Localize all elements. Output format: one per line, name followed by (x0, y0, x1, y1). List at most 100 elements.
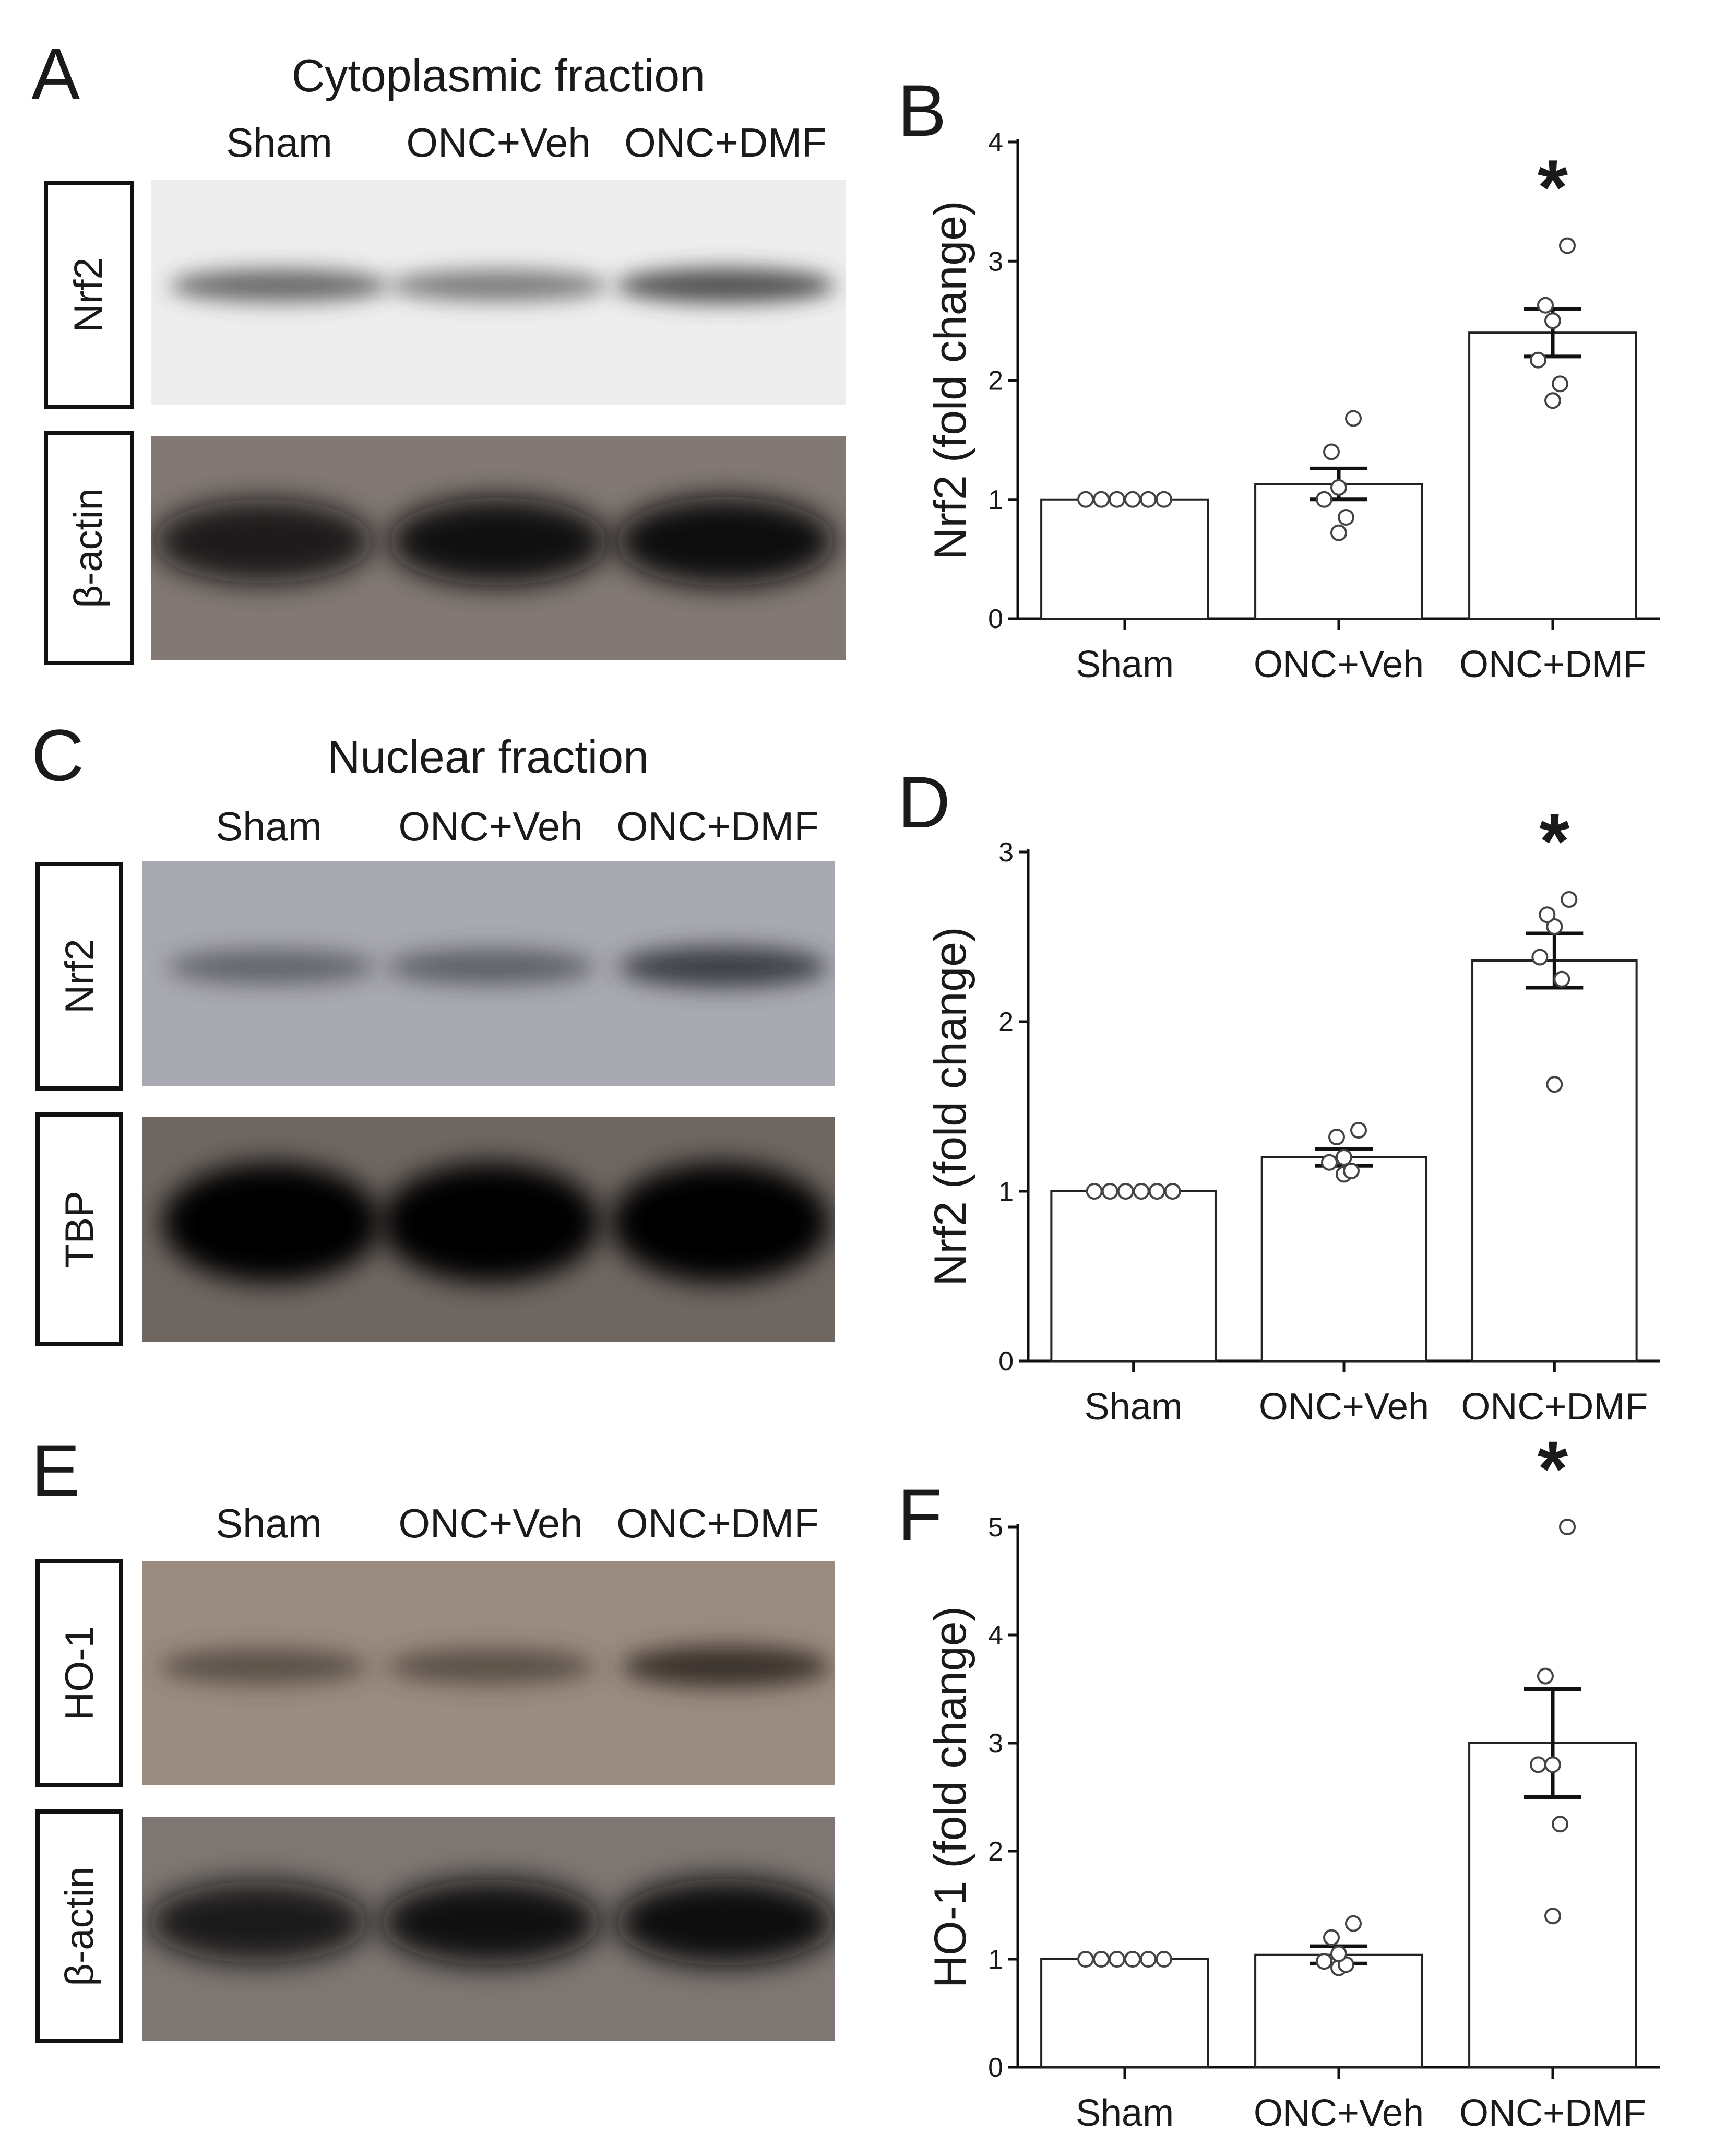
lane-label-e-2: ONC+DMF (616, 1500, 819, 1546)
data-point (1552, 375, 1568, 393)
data-point (1077, 1951, 1094, 1968)
blot-label-box-e-1 (35, 1809, 123, 2043)
panel-e: E Sham ONC+Veh ONC+DMF HO-1 β-actin (31, 1429, 835, 2043)
data-point (1133, 1183, 1150, 1200)
x-tick-label: ONC+Veh (1254, 2092, 1424, 2134)
data-point (1559, 1519, 1576, 1535)
y-tick-label: 0 (988, 604, 1003, 634)
blot-label-box-a-1 (44, 431, 134, 665)
x-tick-label: ONC+DMF (1461, 1386, 1648, 1428)
panel-letter-b: B (898, 69, 946, 151)
y-tick-label: 5 (988, 1512, 1003, 1543)
y-tick-label: 0 (988, 2053, 1003, 2083)
blot-band-2 (618, 946, 827, 988)
chart-f: 0 1 2 3 4 5 HO-1 (fold change) Sham ONC+Veh ONC+D… (925, 1425, 1660, 2134)
panel-letter-a: A (31, 33, 80, 115)
x-tick-label: Sham (1076, 644, 1174, 685)
significance-marker: * (1538, 1425, 1568, 1512)
blot-band-2 (616, 1879, 835, 1965)
data-point (1537, 297, 1554, 314)
data-point (1537, 1667, 1554, 1685)
blot-label-box-c-0 (35, 862, 123, 1091)
data-point (1531, 949, 1549, 966)
blot-label-box-e-0 (35, 1559, 123, 1787)
blot-c-nrf2 (142, 861, 835, 1086)
significance-marker: * (1538, 144, 1568, 231)
blot-e-actin (142, 1817, 835, 2041)
lane-label-a-0: Sham (226, 120, 332, 165)
data-point (1316, 491, 1332, 508)
data-point (1330, 524, 1347, 541)
y-tick-label: 2 (988, 366, 1003, 396)
x-tick-label: ONC+DMF (1459, 2092, 1646, 2134)
data-point (1140, 491, 1157, 508)
y-tick-label: 0 (998, 1346, 1014, 1377)
x-tick-label: ONC+Veh (1259, 1386, 1429, 1428)
panel-c: C Nuclear fraction Sham ONC+Veh ONC+DMF … (31, 714, 835, 1346)
panel-letter-d: D (898, 761, 950, 843)
y-axis-label: Nrf2 (fold change) (925, 927, 975, 1286)
data-point (1093, 491, 1110, 508)
panel-title-c: Nuclear fraction (327, 731, 649, 783)
blot-band-1 (381, 1879, 600, 1965)
data-point (1321, 1154, 1338, 1171)
y-tick-label: 3 (998, 837, 1014, 868)
lane-label-a-1: ONC+Veh (406, 120, 590, 165)
data-point (1124, 491, 1141, 508)
data-point (1330, 1945, 1347, 1962)
chart-b: 0 1 2 3 4 Nrf2 (fold change) Sham ONC+Veh ONC+DM… (925, 127, 1660, 685)
blot-label-e-actin: β-actin (57, 1866, 102, 1986)
lane-label-e-1: ONC+Veh (398, 1500, 582, 1546)
y-axis-label: Nrf2 (fold change) (925, 200, 975, 560)
data-point (1544, 1908, 1561, 1925)
blot-band-0 (154, 500, 373, 583)
blot-label-e-ho1: HO-1 (57, 1626, 102, 1721)
data-point (1338, 508, 1354, 526)
y-tick-label: 4 (988, 1620, 1003, 1651)
data-point (1077, 491, 1094, 508)
blot-band-1 (389, 497, 608, 585)
data-point (1316, 1953, 1332, 1970)
bar (1468, 331, 1637, 620)
data-point (1553, 970, 1570, 988)
data-point (1345, 1915, 1362, 1932)
x-tick-label: Sham (1085, 1386, 1183, 1428)
blot-band-1 (381, 1163, 600, 1283)
blot-band-1 (386, 949, 595, 985)
bar (1471, 959, 1638, 1362)
data-point (1544, 312, 1561, 329)
data-point (1148, 1183, 1165, 1200)
blot-label-c-nrf2: Nrf2 (57, 939, 102, 1014)
significance-marker: * (1539, 797, 1570, 885)
blot-c-tbp (142, 1117, 835, 1342)
bar (1254, 483, 1423, 620)
data-point (1328, 1129, 1345, 1145)
data-point (1546, 1076, 1563, 1093)
data-point (1546, 918, 1563, 935)
panel-title-a: Cytoplasmic fraction (292, 50, 705, 101)
blot-label-box-c-1 (35, 1112, 123, 1346)
x-tick-label: Sham (1076, 2092, 1174, 2134)
blot-band-2 (611, 1163, 830, 1283)
blot-e-ho1 (142, 1561, 835, 1785)
data-point (1093, 1951, 1110, 1968)
blot-band-2 (616, 497, 835, 586)
blot-band-2 (616, 268, 835, 303)
blot-band-1 (389, 270, 608, 302)
y-tick-label: 2 (988, 1837, 1003, 1867)
lane-label-c-0: Sham (216, 803, 322, 849)
blot-a-actin (151, 436, 846, 660)
blot-label-box-a-0 (44, 181, 134, 409)
data-point (1117, 1183, 1134, 1200)
x-tick-label: ONC+Veh (1254, 644, 1424, 685)
y-tick-label: 1 (988, 485, 1003, 515)
blot-band-2 (621, 1645, 830, 1688)
blot-band-1 (386, 1649, 595, 1685)
panel-letter-e: E (31, 1429, 80, 1511)
y-tick-label: 1 (998, 1177, 1014, 1207)
panel-a: A Cytoplasmic fraction Sham ONC+Veh ONC+… (31, 33, 846, 665)
data-point (1330, 479, 1347, 496)
data-point (1539, 906, 1556, 923)
blot-band-0 (167, 949, 376, 985)
panel-letter-f: F (898, 1474, 943, 1556)
